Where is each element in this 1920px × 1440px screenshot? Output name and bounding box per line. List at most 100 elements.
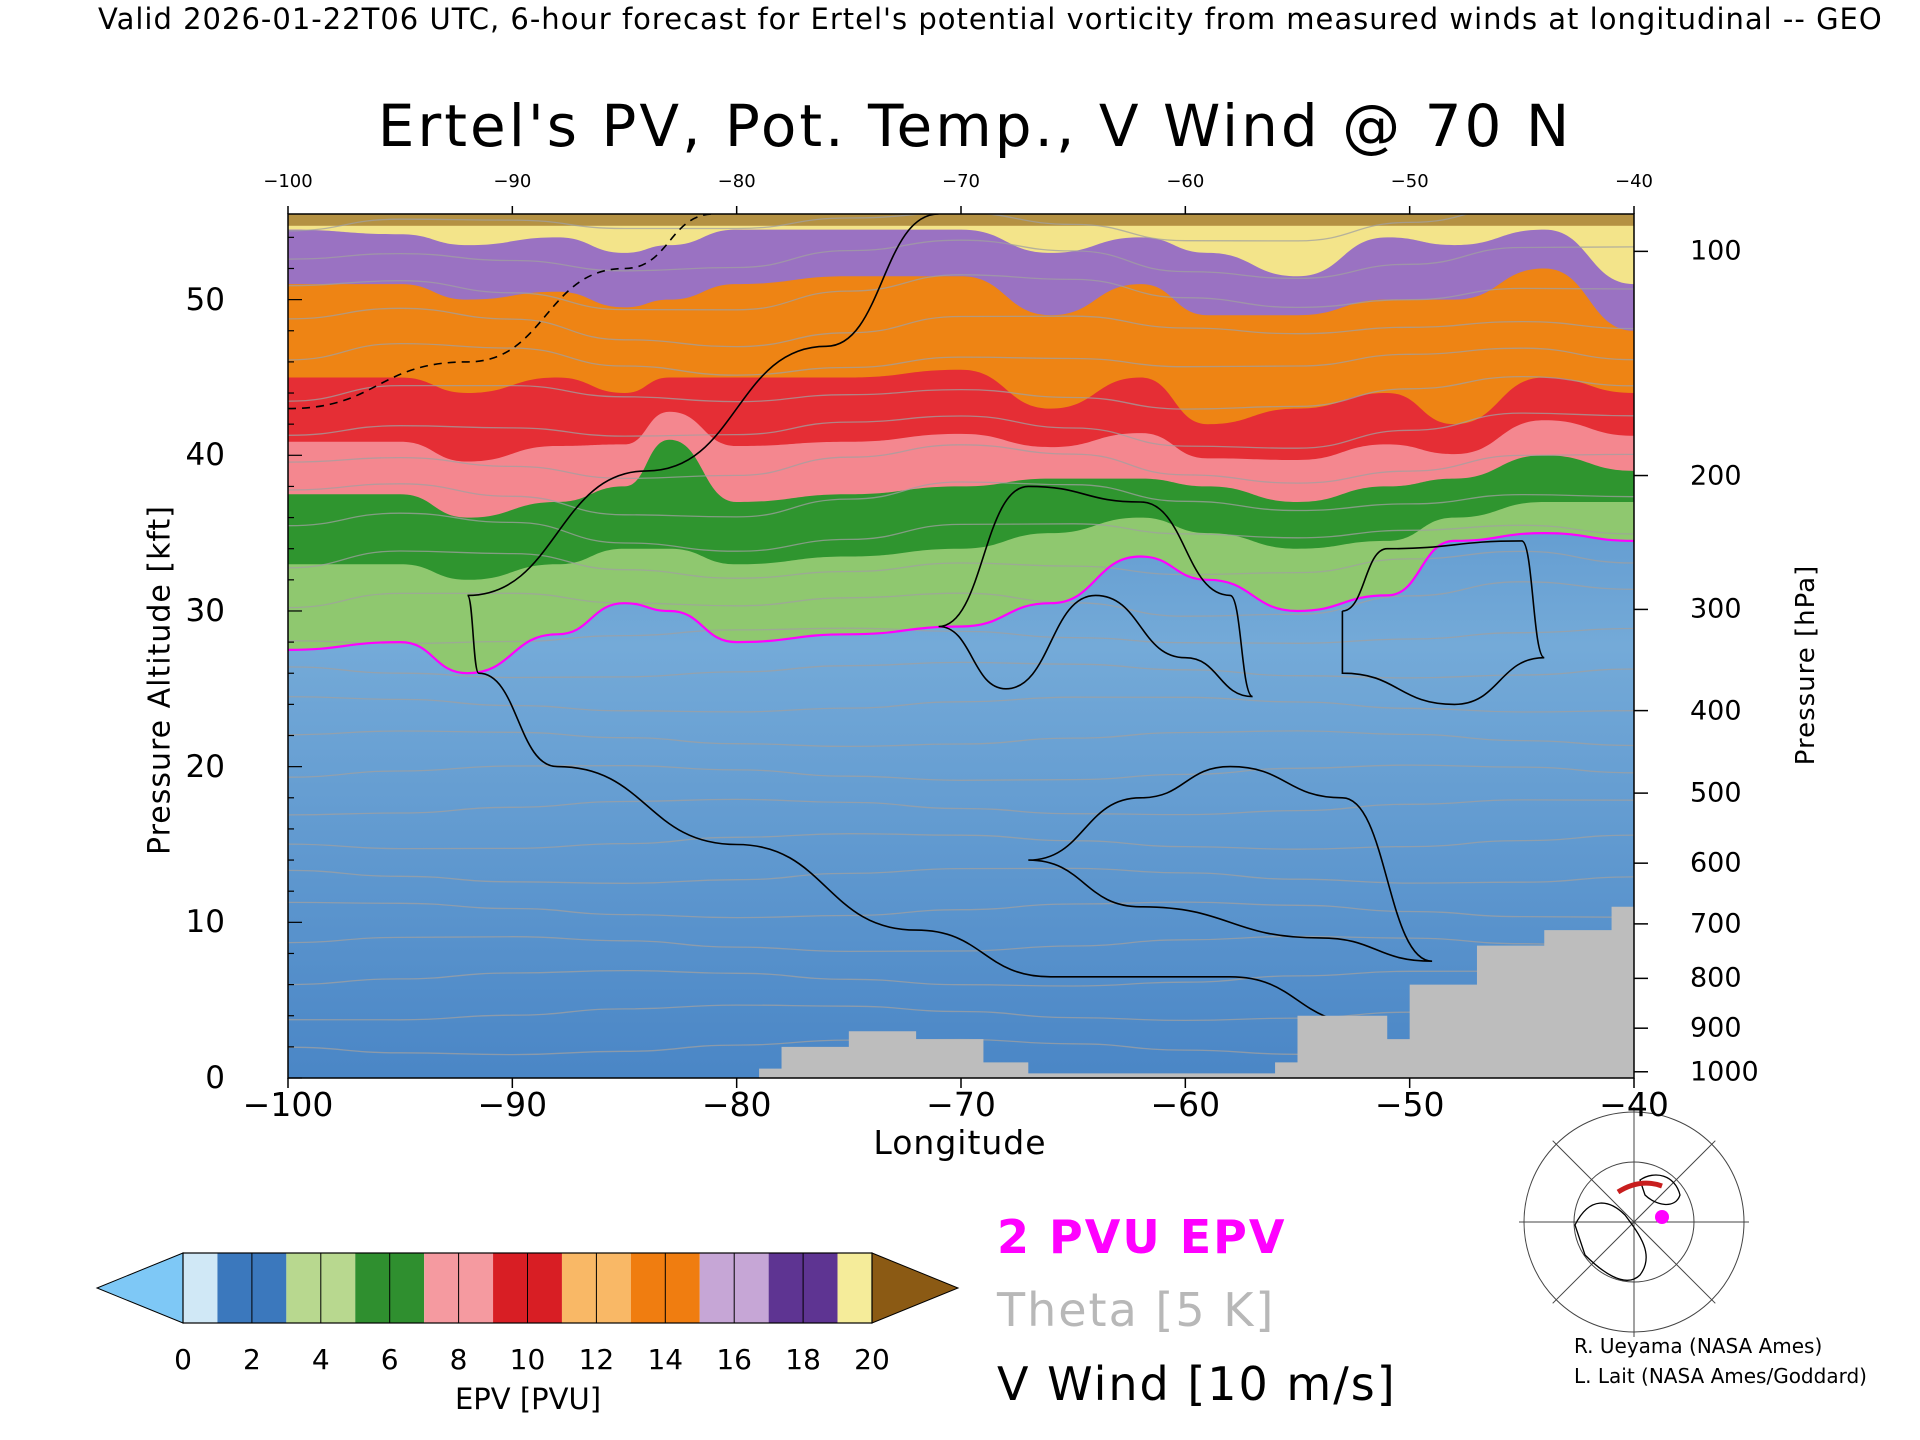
epv-band-over-20	[288, 214, 1634, 226]
colorbar-label: EPV [PVU]	[454, 1382, 602, 1416]
colorbar-segment	[768, 1253, 804, 1323]
colorbar-segment	[286, 1253, 321, 1323]
colorbar-segment	[493, 1253, 528, 1323]
colorbar-segment	[699, 1253, 735, 1323]
credit-line-2: L. Lait (NASA Ames/Goddard)	[1574, 1364, 1867, 1388]
valid-time-header: Valid 2026-01-22T06 UTC, 6-hour forecast…	[98, 2, 1883, 36]
v-wind-10-contour-c	[1341, 540, 1546, 706]
theta-contour	[288, 661, 1634, 679]
inset-location-marker	[1655, 1210, 1669, 1224]
top-axis-tick-label: −70	[942, 171, 980, 192]
inset-coastline-greenland	[1639, 1174, 1681, 1206]
theta-contour	[288, 274, 1634, 311]
v-wind-10-contour-b	[1028, 765, 1433, 962]
colorbar-segment	[561, 1253, 597, 1323]
x-axis-tick-label: −100	[242, 1085, 334, 1124]
pressure-tick-label: 600	[1690, 847, 1742, 879]
y-axis-tick-label: 50	[185, 281, 225, 318]
y-axis-label-right: Pressure [hPa]	[1791, 564, 1821, 766]
colorbar-segment	[183, 1253, 218, 1323]
colorbar-segment	[734, 1253, 769, 1323]
colorbar-tick-label: 4	[311, 1343, 330, 1376]
pressure-tick-label: 200	[1690, 460, 1742, 492]
colorbar-segment	[837, 1253, 872, 1323]
theta-contour	[288, 307, 1634, 348]
colorbar-tick-label: 10	[509, 1343, 546, 1376]
x-axis-tick-label: −70	[926, 1085, 996, 1124]
v-wind-zero-contour-upper	[467, 214, 939, 597]
colorbar-tick-label: 8	[449, 1343, 468, 1376]
colorbar-segment	[217, 1253, 252, 1323]
theta-contour	[288, 342, 1634, 376]
colorbar-segment	[527, 1253, 562, 1323]
theta-contour	[288, 833, 1634, 850]
colorbar-tick-label: 14	[647, 1343, 684, 1376]
theta-contour	[288, 375, 1634, 410]
theta-contour	[288, 412, 1634, 449]
pressure-tick-label: 400	[1690, 695, 1742, 727]
top-axis-tick-label: −60	[1166, 171, 1205, 192]
x-axis-tick-label: −60	[1150, 1085, 1221, 1124]
v-wind-neg-contour	[288, 214, 715, 410]
x-axis-tick-label: −80	[701, 1085, 772, 1124]
y-axis-tick-label: 10	[185, 904, 225, 941]
colorbar-segment	[803, 1253, 838, 1323]
epv-2pvu-contour	[288, 531, 1634, 675]
colorbar-tick-label: 16	[716, 1343, 753, 1376]
theta-contour	[288, 764, 1634, 781]
colorbar-segment	[665, 1253, 700, 1323]
theta-contour	[288, 550, 1634, 579]
inset-section-track	[1616, 1180, 1663, 1195]
credit-line-1: R. Ueyama (NASA Ames)	[1574, 1334, 1823, 1358]
theta-contour	[288, 214, 1470, 242]
theta-contour	[288, 798, 1634, 816]
theta-contour	[288, 867, 1634, 884]
colorbar-segment	[630, 1253, 666, 1323]
colorbar-tick-label: 12	[578, 1343, 615, 1376]
pressure-tick-label: 100	[1690, 235, 1742, 267]
theta-contour	[288, 935, 1634, 953]
colorbar-segment	[424, 1253, 459, 1323]
v-wind-10-contour-a	[938, 485, 1254, 698]
y-axis-tick-label: 0	[205, 1060, 225, 1096]
x-axis-tick-label: −90	[477, 1085, 548, 1124]
colorbar-segment	[458, 1253, 494, 1323]
inset-coastline-north-america	[1574, 1202, 1647, 1281]
y-axis-tick-label: 30	[185, 592, 225, 629]
x-axis-tick-label: −50	[1374, 1085, 1445, 1124]
v-wind-zero-contour	[466, 594, 1365, 1025]
colorbar-tick-label: 2	[242, 1343, 261, 1376]
colorbar-segment	[355, 1253, 390, 1323]
top-axis-tick-label: −50	[1390, 171, 1429, 192]
theta-contour	[288, 969, 1634, 987]
theta-contour	[288, 239, 1634, 280]
location-inset-map	[1519, 1107, 1749, 1337]
theta-contour	[288, 444, 1634, 484]
theta-contour	[288, 730, 1634, 748]
theta-contour	[288, 581, 1634, 617]
x-axis-label: Longitude	[873, 1123, 1047, 1162]
pressure-tick-label: 500	[1690, 777, 1742, 809]
inset-meridian	[1552, 1140, 1635, 1223]
terrain-mask	[759, 891, 1634, 1078]
colorbar-segment	[320, 1253, 356, 1323]
colorbar-tick-label: 18	[785, 1343, 821, 1376]
x-axis-tick-label: −40	[1599, 1085, 1669, 1124]
legend-theta-contour: Theta [5 K]	[997, 1283, 1276, 1337]
theta-contour	[288, 512, 1634, 552]
colorbar-tick-label: 20	[854, 1343, 890, 1376]
pressure-tick-label: 900	[1690, 1012, 1742, 1044]
colorbar-under-triangle	[95, 1252, 184, 1324]
pressure-tick-label: 1000	[1690, 1056, 1759, 1088]
theta-contour	[288, 901, 1634, 919]
inset-meridian	[1633, 1221, 1716, 1304]
top-axis-tick-label: −40	[1615, 171, 1653, 192]
colorbar-segment	[389, 1253, 425, 1323]
theta-contour	[288, 481, 1634, 518]
legend-epv-contour: 2 PVU EPV	[997, 1210, 1287, 1264]
inset-meridian	[1633, 1140, 1716, 1223]
top-axis-tick-label: −80	[717, 171, 756, 192]
top-axis-tick-label: −100	[263, 171, 313, 192]
epv-band-16-20-overlay	[288, 214, 1634, 285]
